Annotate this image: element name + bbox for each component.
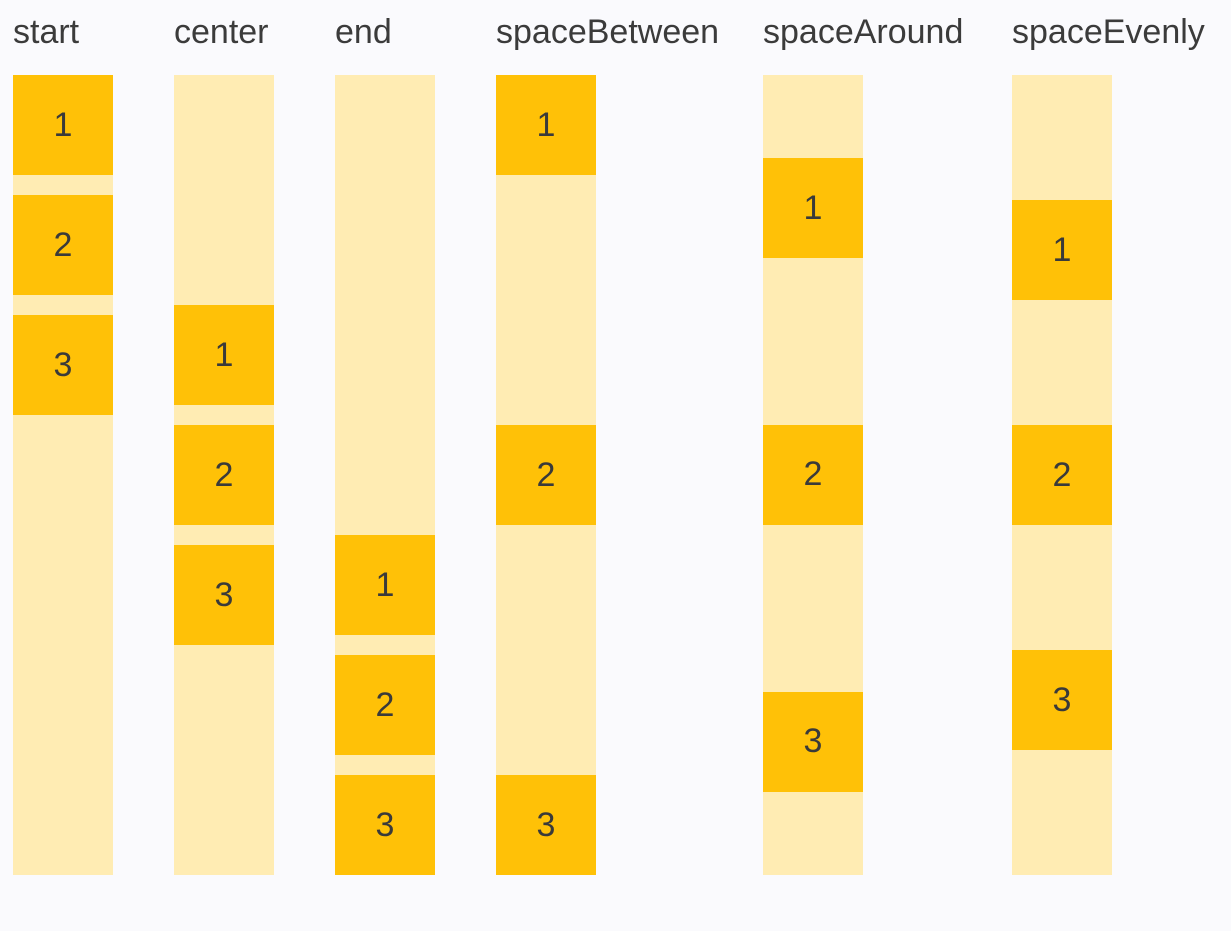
flex-item-box: 3 <box>13 315 113 415</box>
flex-track-space-around: 1 2 3 <box>763 75 863 875</box>
flex-item-box: 2 <box>13 195 113 295</box>
flex-item-box: 1 <box>335 535 435 635</box>
flex-item-box: 3 <box>763 691 863 792</box>
alignment-group-space-between: spaceBetween 1 2 3 <box>496 12 720 875</box>
flex-track-end: 1 2 3 <box>335 75 435 875</box>
flex-item-box: 2 <box>763 424 863 525</box>
alignment-label-space-around: spaceAround <box>763 13 964 51</box>
flex-item-box: 1 <box>763 158 863 259</box>
alignment-group-space-around: spaceAround 1 2 3 <box>763 12 964 875</box>
alignment-group-start: start 1 2 3 <box>13 12 113 875</box>
flex-item-box: 1 <box>13 75 113 175</box>
flex-track-center: 1 2 3 <box>174 75 274 875</box>
alignment-label-space-between: spaceBetween <box>496 13 720 51</box>
flex-item-box: 2 <box>174 425 274 525</box>
flex-track-space-between: 1 2 3 <box>496 75 596 875</box>
flex-item-box: 1 <box>174 305 274 405</box>
flex-item-box: 1 <box>496 75 596 175</box>
alignment-label-space-evenly: spaceEvenly <box>1012 13 1205 51</box>
alignment-groups-row: start 1 2 3 center 1 2 3 end 1 2 3 <box>13 12 1205 875</box>
flex-item-box: 3 <box>335 775 435 875</box>
alignment-label-start: start <box>13 13 80 51</box>
alignment-label-end: end <box>335 13 392 51</box>
alignment-group-space-evenly: spaceEvenly 1 2 3 <box>1012 12 1205 875</box>
flex-item-box: 3 <box>496 775 596 875</box>
alignment-group-end: end 1 2 3 <box>335 12 435 875</box>
flex-item-box: 2 <box>496 425 596 525</box>
alignment-label-center: center <box>174 13 269 51</box>
flex-item-box: 1 <box>1012 200 1112 300</box>
flex-item-box: 3 <box>174 545 274 645</box>
flex-track-start: 1 2 3 <box>13 75 113 875</box>
flex-item-box: 3 <box>1012 650 1112 750</box>
alignment-group-center: center 1 2 3 <box>174 12 274 875</box>
flex-item-box: 2 <box>1012 425 1112 525</box>
flex-track-space-evenly: 1 2 3 <box>1012 75 1112 875</box>
flex-item-box: 2 <box>335 655 435 755</box>
